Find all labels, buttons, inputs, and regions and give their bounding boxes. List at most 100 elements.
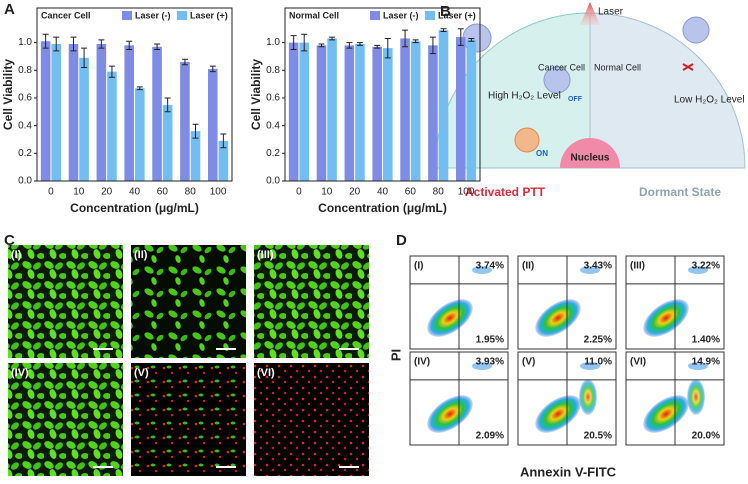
cell-cloud <box>472 266 492 274</box>
micrograph-label: (III) <box>257 249 274 261</box>
plot-label: (V) <box>522 357 535 368</box>
micrograph <box>131 245 246 358</box>
legend-swatch <box>425 11 435 20</box>
normal-label: Normal Cell <box>594 62 641 72</box>
upper-right-percent: 3.74% <box>476 261 504 272</box>
y-tick-label: 0.0 <box>18 176 32 187</box>
bar <box>40 41 51 181</box>
bar <box>466 39 477 181</box>
plot-label: (IV) <box>414 357 430 368</box>
error-bar <box>329 36 336 41</box>
error-bar <box>356 42 363 46</box>
legend-swatch <box>177 11 187 20</box>
flow-x-label: Annexin V-FITC <box>520 464 617 479</box>
x-tick-label: 100 <box>210 187 227 198</box>
error-bar <box>301 33 308 52</box>
y-tick-label: 0.4 <box>18 120 32 131</box>
x-tick-label: 20 <box>101 187 113 198</box>
legend-label: Laser (+) <box>438 10 476 20</box>
error-bar <box>70 36 77 52</box>
y-axis-label: Cell Viability <box>1 59 15 130</box>
cell-cloud <box>427 299 473 337</box>
legend-label: Laser (-) <box>135 10 171 20</box>
micrograph-label: (I) <box>11 249 22 261</box>
y-tick-label: 0.6 <box>266 93 280 104</box>
bar <box>218 140 229 181</box>
cell-cloud <box>580 362 600 370</box>
x-tick-label: 100 <box>458 187 475 198</box>
activated-label: Activated PTT <box>465 185 546 199</box>
x-tick-label: 40 <box>129 187 141 198</box>
panel-letter: D <box>396 232 407 249</box>
legend-label: Laser (-) <box>383 10 419 20</box>
error-bar <box>209 65 216 73</box>
x-tick-label: 60 <box>157 187 169 198</box>
cell-cloud <box>472 362 492 370</box>
error-bar <box>346 42 353 49</box>
error-bar <box>53 36 60 52</box>
error-bar <box>98 39 105 49</box>
cell-cloud <box>643 299 689 337</box>
micrograph <box>254 245 369 358</box>
legend-label: Laser (+) <box>190 10 228 20</box>
on-label: ON <box>536 149 548 158</box>
y-tick-label: 0.6 <box>18 93 32 104</box>
flow-y-label: PI <box>388 349 403 361</box>
high-label: High H₂O₂ Level <box>488 91 561 102</box>
micrograph-label: (II) <box>134 249 148 261</box>
upper-right-percent: 3.22% <box>692 261 720 272</box>
bar <box>455 37 466 182</box>
upper-right-percent: 3.43% <box>584 261 612 272</box>
bar <box>410 41 421 181</box>
y-tick-label: 0.8 <box>18 65 32 76</box>
block-icon <box>682 63 694 71</box>
x-tick-label: 10 <box>73 187 85 198</box>
normal-region <box>589 12 746 169</box>
bar <box>207 68 218 181</box>
lower-right-percent: 2.09% <box>476 431 504 442</box>
y-tick-label: 1.0 <box>266 37 280 48</box>
cell-cloud <box>427 395 473 433</box>
error-bar <box>42 33 49 49</box>
low-label: Low H₂O₂ Level <box>674 95 745 106</box>
lower-right-percent: 20.5% <box>584 431 612 442</box>
micrograph <box>131 363 246 476</box>
micrograph <box>8 245 123 358</box>
y-tick-label: 0.8 <box>266 65 280 76</box>
error-bar <box>318 43 325 48</box>
error-bar <box>136 86 143 91</box>
error-bar <box>468 37 475 42</box>
bar <box>162 104 173 181</box>
error-bar <box>429 36 436 55</box>
error-bar <box>374 44 381 49</box>
plot-frame <box>36 7 233 182</box>
bar <box>180 61 190 182</box>
bar <box>79 57 89 181</box>
off-label: OFF <box>568 96 583 103</box>
x-tick-label: 60 <box>405 187 417 198</box>
nanoparticles <box>462 16 710 153</box>
error-bar <box>164 97 171 113</box>
bar <box>355 43 365 181</box>
plot-label: (I) <box>414 261 423 272</box>
plot-label: (II) <box>522 261 534 272</box>
panel-letter: C <box>4 232 15 249</box>
mechanism-diagram: Laser Cancer Cell Normal Cell High H₂O₂ … <box>434 2 746 199</box>
error-bar <box>440 28 447 33</box>
y-tick-label: 0.0 <box>266 176 280 187</box>
bar <box>96 43 107 181</box>
bar <box>190 131 201 181</box>
error-bar <box>81 47 88 69</box>
micrograph-label: (IV) <box>11 367 29 379</box>
lower-right-percent: 20.0% <box>692 431 720 442</box>
x-tick-label: 0 <box>296 187 302 198</box>
laser-label: Laser <box>598 7 624 18</box>
x-axis-label: Concentration (μg/mL) <box>318 201 447 215</box>
panel-letter: B <box>440 3 451 20</box>
cell-cloud <box>688 362 708 370</box>
x-tick-label: 10 <box>321 187 333 198</box>
bar <box>344 45 355 182</box>
error-bar <box>384 37 391 59</box>
error-bar <box>412 39 419 44</box>
